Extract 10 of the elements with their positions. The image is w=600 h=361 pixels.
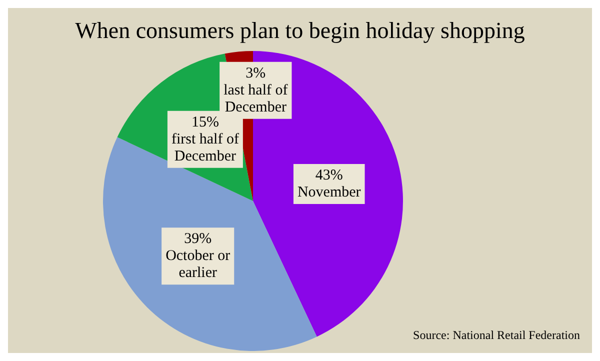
- source-note: Source: National Retail Federation: [413, 328, 580, 342]
- slice-label: November: [297, 184, 361, 200]
- data-label: 15%: [191, 114, 219, 130]
- slice-label: last half of December: [224, 82, 288, 116]
- slice-label: first half of December: [171, 131, 239, 164]
- data-label: 3%: [246, 65, 266, 82]
- data-label: 39%: [184, 231, 212, 248]
- chart-title: When consumers plan to begin holiday shopping: [75, 18, 526, 43]
- slice-label: October or earlier: [166, 248, 230, 282]
- data-label: 43%: [315, 167, 343, 184]
